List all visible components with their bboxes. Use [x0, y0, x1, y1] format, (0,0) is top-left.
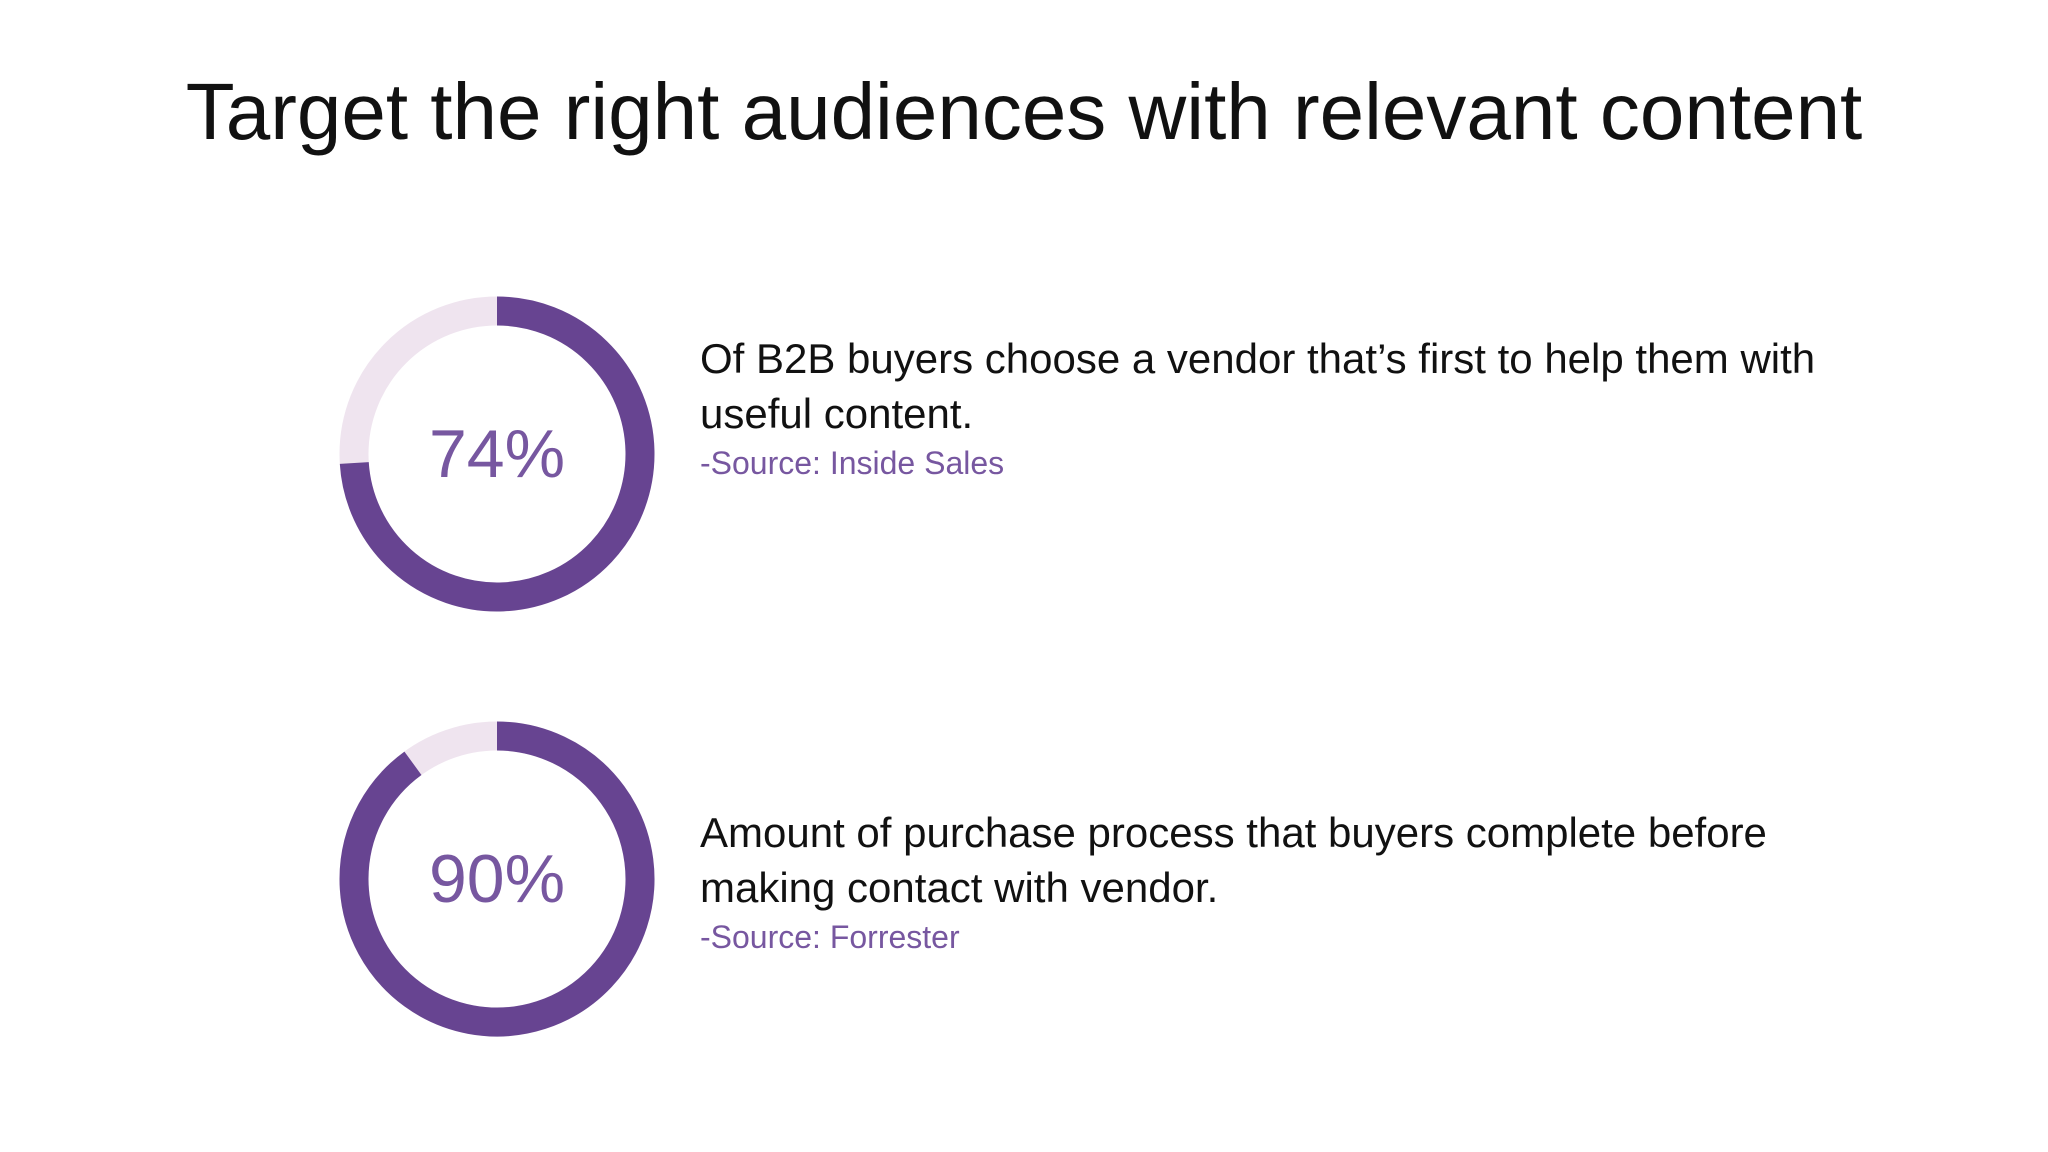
donut-svg-2 [339, 721, 655, 1037]
donut-value-label-2: 90% [428, 841, 566, 917]
donut-value-label-1: 74% [428, 416, 566, 492]
slide-title: Target the right audiences with relevant… [185, 67, 1863, 156]
donut-filled-segment-1 [339, 296, 655, 612]
donut-svg-1 [339, 296, 655, 612]
stat-source-2: -Source: Forrester [700, 919, 960, 955]
stat-description-1: Of B2B buyers choose a vendor that’s fir… [700, 335, 1816, 437]
donut-filled-segment-2 [339, 721, 655, 1037]
stat-description-2: Amount of purchase process that buyers c… [700, 809, 1767, 911]
stat-block-1: 74% Of B2B buyers choose a vendor that’s… [0, 291, 2048, 631]
stat-text-2: Amount of purchase process that buyers c… [700, 805, 1900, 957]
stat-block-2: 90% Amount of purchase process that buye… [0, 716, 2048, 1056]
stat-source-1: -Source: Inside Sales [700, 445, 1005, 481]
donut-chart-1: 74% [334, 291, 660, 617]
stat-text-1: Of B2B buyers choose a vendor that’s fir… [700, 331, 1900, 483]
donut-chart-2: 90% [334, 716, 660, 1042]
